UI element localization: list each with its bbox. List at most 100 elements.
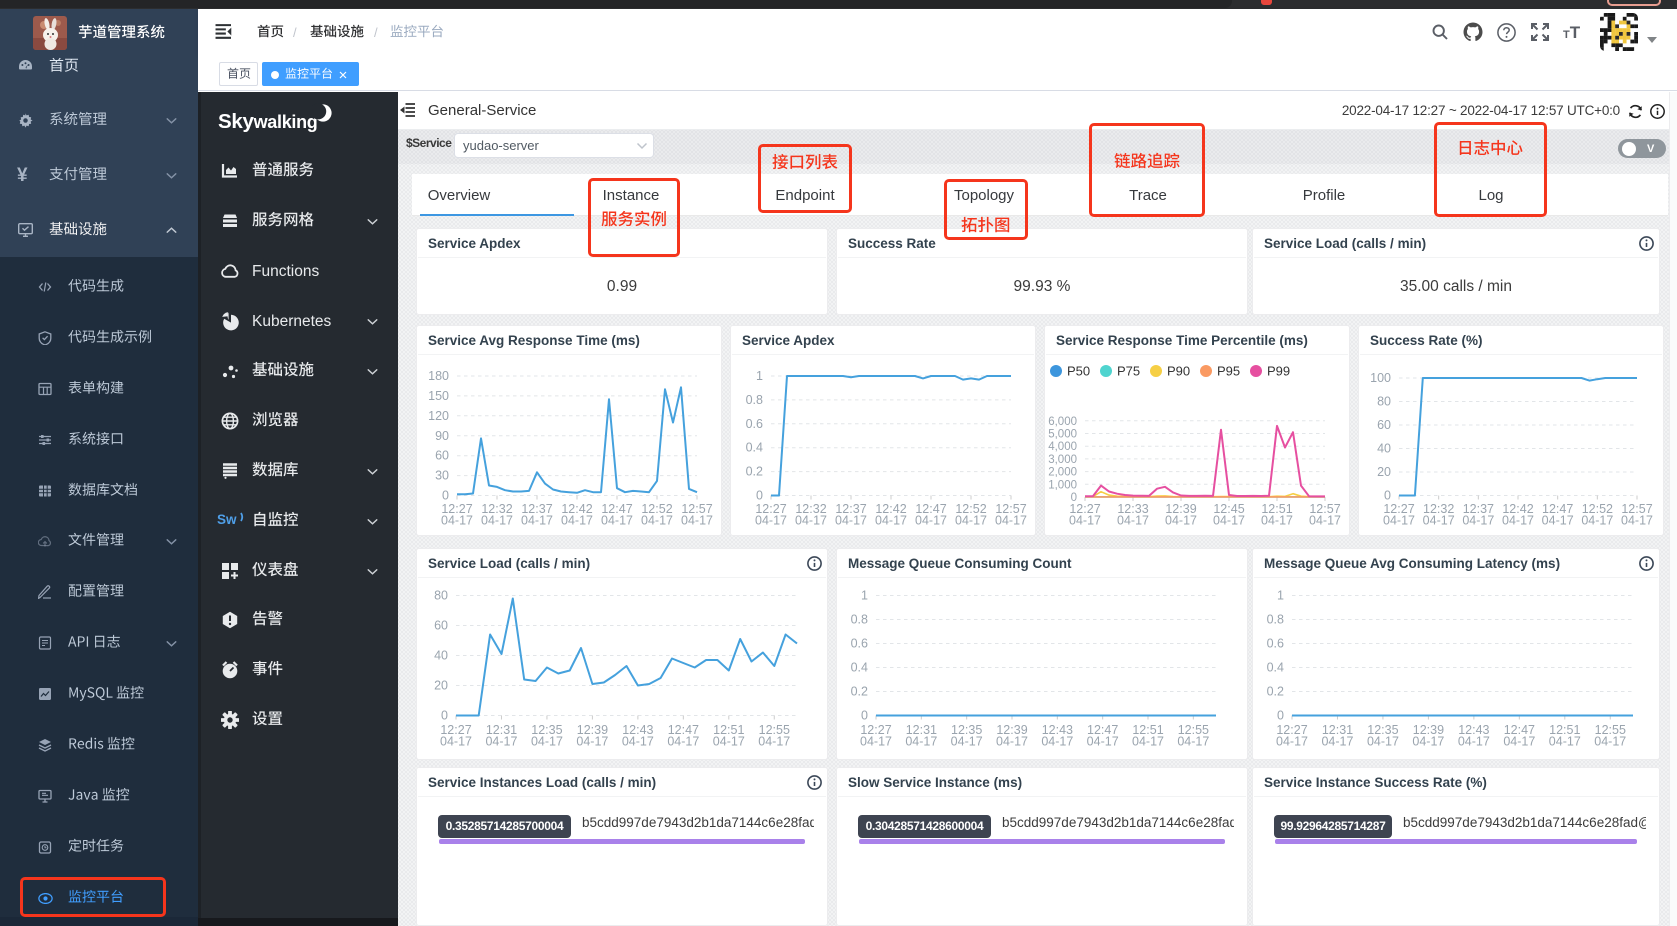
- svg-text:04-17: 04-17: [521, 514, 553, 528]
- svg-text:0.6: 0.6: [851, 637, 868, 651]
- svg-text:12:39: 12:39: [1165, 502, 1196, 516]
- svg-text:04-17: 04-17: [713, 735, 745, 749]
- svg-text:6,000: 6,000: [1048, 416, 1077, 428]
- svg-text:0.4: 0.4: [746, 441, 763, 455]
- svg-text:04-17: 04-17: [1321, 735, 1353, 749]
- svg-text:12:31: 12:31: [906, 723, 937, 737]
- svg-text:P50: P50: [1067, 364, 1090, 379]
- svg-text:0.2: 0.2: [1267, 685, 1284, 699]
- svg-text:3,000: 3,000: [1048, 454, 1077, 466]
- svg-text:04-17: 04-17: [1177, 735, 1209, 749]
- svg-text:12:45: 12:45: [1213, 502, 1244, 516]
- svg-text:12:42: 12:42: [875, 502, 906, 516]
- svg-text:04-17: 04-17: [681, 514, 713, 528]
- svg-text:12:39: 12:39: [996, 723, 1027, 737]
- svg-text:40: 40: [434, 649, 448, 663]
- svg-text:04-17: 04-17: [1165, 514, 1197, 528]
- svg-text:04-17: 04-17: [1087, 735, 1119, 749]
- svg-text:04-17: 04-17: [1594, 735, 1626, 749]
- svg-text:12:35: 12:35: [1367, 723, 1398, 737]
- svg-text:12:43: 12:43: [622, 723, 653, 737]
- svg-text:04-17: 04-17: [667, 735, 699, 749]
- svg-text:80: 80: [1377, 395, 1391, 409]
- svg-text:04-17: 04-17: [1367, 735, 1399, 749]
- svg-text:12:35: 12:35: [531, 723, 562, 737]
- svg-text:150: 150: [428, 389, 449, 403]
- svg-text:04-17: 04-17: [1069, 514, 1101, 528]
- svg-text:12:57: 12:57: [995, 502, 1026, 516]
- svg-text:0.6: 0.6: [1267, 637, 1284, 651]
- svg-text:12:32: 12:32: [1423, 502, 1454, 516]
- svg-text:04-17: 04-17: [576, 735, 608, 749]
- svg-text:0.8: 0.8: [746, 393, 763, 407]
- svg-text:04-17: 04-17: [561, 514, 593, 528]
- svg-text:0.4: 0.4: [851, 661, 868, 675]
- svg-text:0: 0: [1277, 709, 1284, 723]
- svg-text:04-17: 04-17: [996, 735, 1028, 749]
- svg-text:04-17: 04-17: [1261, 514, 1293, 528]
- svg-text:20: 20: [1377, 465, 1391, 479]
- svg-text:1: 1: [861, 589, 868, 603]
- svg-text:0.8: 0.8: [851, 613, 868, 627]
- svg-text:12:37: 12:37: [835, 502, 866, 516]
- svg-text:12:47: 12:47: [915, 502, 946, 516]
- svg-text:2,000: 2,000: [1048, 467, 1077, 479]
- svg-text:30: 30: [435, 469, 449, 483]
- svg-text:04-17: 04-17: [601, 514, 633, 528]
- svg-text:0: 0: [861, 709, 868, 723]
- svg-text:12:42: 12:42: [561, 502, 592, 516]
- svg-text:04-17: 04-17: [622, 735, 654, 749]
- svg-text:04-17: 04-17: [1276, 735, 1308, 749]
- svg-text:04-17: 04-17: [485, 735, 517, 749]
- svg-text:12:52: 12:52: [955, 502, 986, 516]
- svg-text:90: 90: [435, 429, 449, 443]
- svg-text:04-17: 04-17: [795, 514, 827, 528]
- svg-text:12:43: 12:43: [1458, 723, 1489, 737]
- svg-text:1: 1: [1277, 589, 1284, 603]
- svg-text:04-17: 04-17: [1117, 514, 1149, 528]
- svg-text:1,000: 1,000: [1048, 479, 1077, 491]
- svg-text:04-17: 04-17: [641, 514, 673, 528]
- svg-text:12:35: 12:35: [951, 723, 982, 737]
- svg-text:04-17: 04-17: [951, 735, 983, 749]
- svg-text:04-17: 04-17: [1581, 514, 1613, 528]
- svg-text:04-17: 04-17: [440, 735, 472, 749]
- svg-text:12:57: 12:57: [681, 502, 712, 516]
- svg-text:12:52: 12:52: [1582, 502, 1613, 516]
- svg-text:04-17: 04-17: [531, 735, 563, 749]
- svg-text:12:51: 12:51: [1549, 723, 1580, 737]
- svg-text:12:55: 12:55: [1178, 723, 1209, 737]
- svg-text:40: 40: [1377, 442, 1391, 456]
- svg-text:12:57: 12:57: [1621, 502, 1652, 516]
- svg-text:04-17: 04-17: [1458, 735, 1490, 749]
- svg-text:04-17: 04-17: [1132, 735, 1164, 749]
- svg-text:0.4: 0.4: [1267, 661, 1284, 675]
- svg-text:60: 60: [435, 449, 449, 463]
- svg-text:4,000: 4,000: [1048, 441, 1077, 453]
- svg-text:0.8: 0.8: [1267, 613, 1284, 627]
- svg-text:04-17: 04-17: [1502, 514, 1534, 528]
- svg-text:12:39: 12:39: [1413, 723, 1444, 737]
- svg-text:0: 0: [1384, 489, 1391, 503]
- svg-text:180: 180: [428, 369, 449, 383]
- svg-text:60: 60: [1377, 418, 1391, 432]
- svg-text:12:47: 12:47: [1087, 723, 1118, 737]
- svg-text:04-17: 04-17: [860, 735, 892, 749]
- svg-text:12:55: 12:55: [1595, 723, 1626, 737]
- svg-text:12:31: 12:31: [1322, 723, 1353, 737]
- svg-text:100: 100: [1370, 371, 1391, 385]
- svg-text:12:43: 12:43: [1042, 723, 1073, 737]
- svg-text:0.2: 0.2: [746, 465, 763, 479]
- svg-text:12:51: 12:51: [1261, 502, 1292, 516]
- svg-text:12:27: 12:27: [1276, 723, 1307, 737]
- svg-text:04-17: 04-17: [1309, 514, 1341, 528]
- svg-text:04-17: 04-17: [1213, 514, 1245, 528]
- svg-text:P99: P99: [1267, 364, 1290, 379]
- svg-text:04-17: 04-17: [1041, 735, 1073, 749]
- svg-text:12:27: 12:27: [440, 723, 471, 737]
- svg-text:04-17: 04-17: [995, 514, 1027, 528]
- svg-text:12:27: 12:27: [1069, 502, 1100, 516]
- svg-text:0.2: 0.2: [851, 685, 868, 699]
- svg-text:12:52: 12:52: [641, 502, 672, 516]
- svg-text:04-17: 04-17: [1423, 514, 1455, 528]
